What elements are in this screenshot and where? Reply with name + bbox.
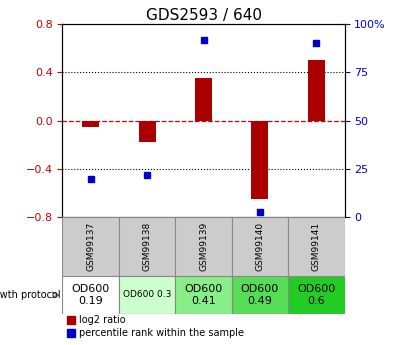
Bar xyxy=(119,217,175,276)
Bar xyxy=(62,276,119,314)
Bar xyxy=(288,217,345,276)
Bar xyxy=(308,60,325,121)
Title: GDS2593 / 640: GDS2593 / 640 xyxy=(145,8,262,23)
Bar xyxy=(232,217,288,276)
Text: GSM99137: GSM99137 xyxy=(86,222,95,271)
Text: GSM99138: GSM99138 xyxy=(143,222,152,271)
Bar xyxy=(232,276,288,314)
Text: OD600 0.3: OD600 0.3 xyxy=(123,290,171,299)
Text: OD600
0.49: OD600 0.49 xyxy=(241,284,279,306)
Bar xyxy=(175,276,232,314)
Text: OD600
0.6: OD600 0.6 xyxy=(297,284,335,306)
Legend: log2 ratio, percentile rank within the sample: log2 ratio, percentile rank within the s… xyxy=(67,315,244,338)
Text: OD600
0.41: OD600 0.41 xyxy=(185,284,222,306)
Text: GSM99139: GSM99139 xyxy=(199,222,208,271)
Bar xyxy=(175,217,232,276)
Bar xyxy=(82,121,99,127)
Bar xyxy=(251,121,268,199)
Bar xyxy=(195,78,212,121)
Text: GSM99141: GSM99141 xyxy=(312,222,321,271)
Bar xyxy=(119,276,175,314)
Text: GSM99140: GSM99140 xyxy=(256,222,264,271)
Text: growth protocol: growth protocol xyxy=(0,290,60,300)
Bar xyxy=(139,121,156,142)
Bar xyxy=(62,217,119,276)
Text: OD600
0.19: OD600 0.19 xyxy=(72,284,110,306)
Bar xyxy=(288,276,345,314)
